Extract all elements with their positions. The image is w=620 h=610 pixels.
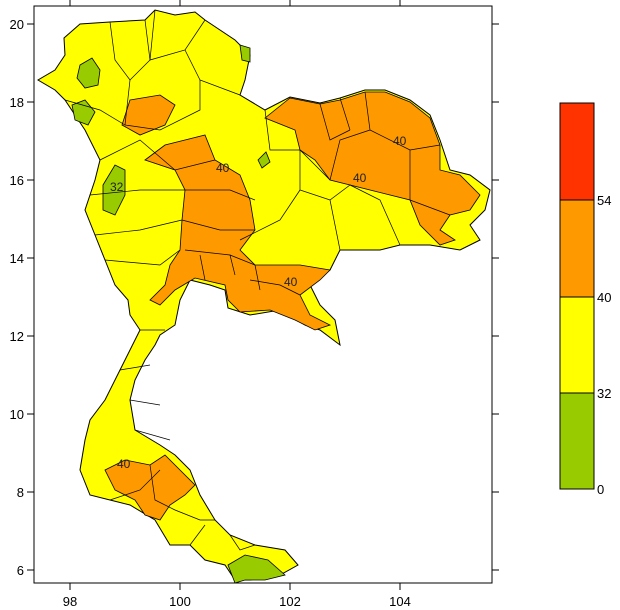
contour-label-2: 40 — [393, 134, 407, 148]
region-green-nw2 — [71, 99, 96, 126]
y-tick-label-20: 20 — [10, 17, 24, 32]
legend-label-0: 0 — [597, 482, 604, 497]
green-regions — [71, 44, 286, 584]
region-green-nw1 — [76, 57, 101, 89]
legend-colorbar — [559, 102, 595, 490]
region-green-n — [239, 44, 251, 63]
region-green-s — [227, 554, 286, 584]
x-tick-label-104: 104 — [389, 594, 411, 609]
contour-label-4: 40 — [284, 275, 298, 289]
plot-frame — [33, 5, 493, 584]
y-tick-label-14: 14 — [10, 251, 24, 266]
region-central-orange — [144, 134, 332, 331]
region-green-w — [102, 164, 126, 216]
y-tick-label-12: 12 — [10, 329, 24, 344]
legend-bin-32-40 — [559, 296, 595, 394]
y-tick-label-8: 8 — [17, 485, 24, 500]
legend-label-54: 54 — [597, 193, 611, 208]
orange-regions — [104, 91, 481, 521]
contour-label-5: 40 — [117, 457, 131, 471]
legend-bin-40-54 — [559, 199, 595, 298]
axis-ticks — [27, 0, 499, 590]
legend-bin-0-32 — [559, 392, 595, 490]
contour-label-1: 40 — [216, 161, 230, 175]
region-north-orange — [121, 94, 176, 136]
y-tick-label-10: 10 — [10, 407, 24, 422]
contour-label-3: 40 — [353, 171, 367, 185]
region-green-c — [257, 151, 271, 169]
x-tick-label-98: 98 — [63, 594, 77, 609]
contour-label-6: 32 — [110, 180, 124, 194]
x-tick-label-100: 100 — [169, 594, 191, 609]
y-tick-label-18: 18 — [10, 95, 24, 110]
y-tick-label-6: 6 — [17, 563, 24, 578]
legend-bin-54-plus — [559, 102, 595, 201]
y-tick-label-16: 16 — [10, 173, 24, 188]
legend-label-32: 32 — [597, 386, 611, 401]
province-boundaries — [64, 9, 451, 551]
x-tick-label-102: 102 — [279, 594, 301, 609]
legend-label-40: 40 — [597, 290, 611, 305]
